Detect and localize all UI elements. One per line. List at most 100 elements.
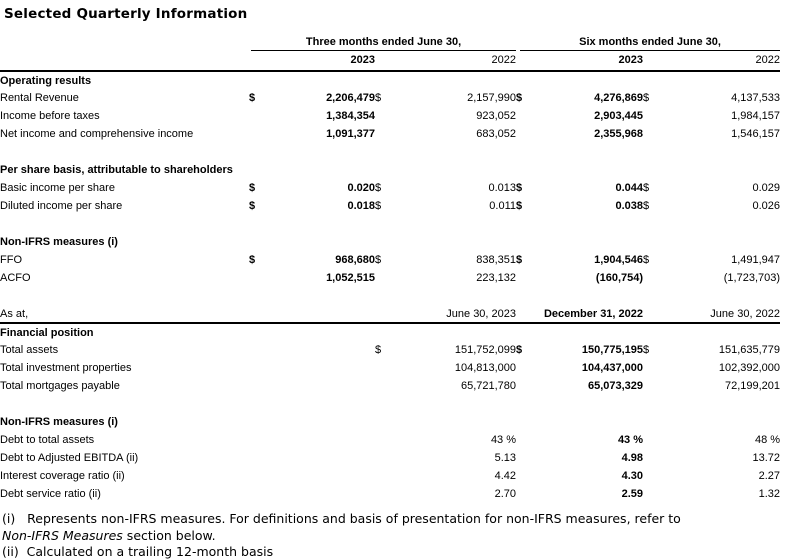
footnote-2: (ii) Calculated on a trailing 12-month b… <box>2 544 274 559</box>
value-6mo-2022: 1,546,157 <box>731 128 781 140</box>
value-3mo-2023: 1,384,354 <box>326 110 375 122</box>
value-december-31-2022: 2.59 <box>621 488 644 500</box>
value-june-30-2022: 48 % <box>754 434 781 446</box>
date-header-june-30-2023: June 30, 2023 <box>399 305 517 324</box>
empty-cell <box>0 51 249 72</box>
value-3mo-2022: 0.013 <box>488 182 517 194</box>
value-6mo-2022: (1,723,703) <box>723 272 781 284</box>
value-june-30-2023: 2.70 <box>494 488 517 500</box>
column-group-header-row: Three months ended June 30, Six months e… <box>0 36 781 51</box>
as-at-header-row: As at, June 30, 2023 December 31, 2022 J… <box>0 305 781 324</box>
currency-sign: $ <box>643 182 650 194</box>
currency-sign: $ <box>516 254 523 266</box>
value-3mo-2023: 0.020 <box>347 182 375 194</box>
section-header-non-ifrs-position: Non-IFRS measures (i) <box>0 416 118 428</box>
value-3mo-2022: 0.011 <box>489 200 517 212</box>
table-row-net-income: Net income and comprehensive income 1,09… <box>0 125 780 143</box>
value-3mo-2022: 838,351 <box>476 254 517 266</box>
spacer-row <box>0 287 780 305</box>
currency-sign: $ <box>375 254 382 266</box>
table-row-diluted-income-per-share: Diluted income per share $ 0.018 $ 0.011… <box>0 197 780 215</box>
currency-sign: $ <box>643 344 650 356</box>
year-header-row: 2023 2022 2023 2022 <box>0 51 781 72</box>
value-december-31-2022: 4.98 <box>621 452 644 464</box>
row-label: Debt service ratio (ii) <box>0 488 101 500</box>
as-at-label: As at, <box>0 305 249 324</box>
section-header-row: Non-IFRS measures (i) <box>0 233 780 251</box>
spacer-row <box>0 215 780 233</box>
value-3mo-2022: 683,052 <box>476 128 517 140</box>
value-3mo-2023: 1,052,515 <box>326 272 375 284</box>
section-header-row: Per share basis, attributable to shareho… <box>0 161 780 179</box>
value-december-31-2022: 104,437,000 <box>581 362 644 374</box>
value-december-31-2022: 4.30 <box>621 470 644 482</box>
table-row-rental-revenue: Rental Revenue $ 2,206,479 $ 2,157,990 $… <box>0 89 780 107</box>
page-title: Selected Quarterly Information <box>4 6 248 22</box>
table-row-income-before-taxes: Income before taxes 1,384,354 923,052 2,… <box>0 107 780 125</box>
value-june-30-2022: 72,199,201 <box>724 380 781 392</box>
row-label: Basic income per share <box>0 182 115 194</box>
currency-sign: $ <box>643 92 650 104</box>
value-6mo-2023: 0.044 <box>615 182 644 194</box>
quarterly-information-table: Three months ended June 30, Six months e… <box>0 36 781 503</box>
year-header-3mo-2023: 2023 <box>265 51 375 72</box>
table-row-basic-income-per-share: Basic income per share $ 0.020 $ 0.013 $… <box>0 179 780 197</box>
value-6mo-2022: 0.029 <box>752 182 781 194</box>
row-label: Debt to Adjusted EBITDA (ii) <box>0 452 139 464</box>
value-june-30-2022: 102,392,000 <box>718 362 781 374</box>
currency-sign: $ <box>375 92 382 104</box>
currency-sign: $ <box>375 344 382 356</box>
value-6mo-2022: 1,984,157 <box>731 110 781 122</box>
value-june-30-2022: 2.27 <box>758 470 781 482</box>
currency-sign: $ <box>375 182 382 194</box>
value-june-30-2023: 151,752,099 <box>454 344 517 356</box>
column-group-three-months: Three months ended June 30, <box>251 36 517 51</box>
value-3mo-2023: 0.018 <box>347 200 375 212</box>
table-row-ffo: FFO $ 968,680 $ 838,351 $ 1,904,546 $ 1,… <box>0 251 780 269</box>
value-3mo-2023: 968,680 <box>335 254 375 266</box>
value-june-30-2023: 5.13 <box>494 452 517 464</box>
footnotes: (i) Represents non-IFRS measures. For de… <box>2 511 801 560</box>
currency-sign: $ <box>516 92 523 104</box>
footnote-1-line-2-rest: section below. <box>122 527 216 543</box>
table-row-total-mortgages-payable: Total mortgages payable 65,721,780 65,07… <box>0 377 780 395</box>
value-6mo-2023: 2,355,968 <box>594 128 644 140</box>
spacer-row <box>0 143 780 161</box>
table-row-total-assets: Total assets $ 151,752,099 $ 150,775,195… <box>0 341 780 359</box>
value-6mo-2022: 0.026 <box>752 200 781 212</box>
row-label: Net income and comprehensive income <box>0 128 194 140</box>
value-3mo-2023: 2,206,479 <box>326 92 375 104</box>
table-row-debt-to-adjusted-ebitda: Debt to Adjusted EBITDA (ii) 5.13 4.98 1… <box>0 449 780 467</box>
value-june-30-2023: 43 % <box>490 434 517 446</box>
value-6mo-2023: 1,904,546 <box>594 254 644 266</box>
value-december-31-2022: 65,073,329 <box>587 380 644 392</box>
value-3mo-2023: 1,091,377 <box>326 128 375 140</box>
table-row-interest-coverage-ratio: Interest coverage ratio (ii) 4.42 4.30 2… <box>0 467 780 485</box>
value-3mo-2022: 2,157,990 <box>467 92 517 104</box>
value-june-30-2023: 65,721,780 <box>460 380 517 392</box>
date-header-june-30-2022: June 30, 2022 <box>665 305 781 324</box>
section-header-row: Non-IFRS measures (i) <box>0 413 780 431</box>
currency-sign: $ <box>516 344 523 356</box>
row-label: Rental Revenue <box>0 92 79 104</box>
year-header-6mo-2023: 2023 <box>530 51 644 72</box>
row-label: Total mortgages payable <box>0 380 120 392</box>
value-6mo-2022: 1,491,947 <box>731 254 781 266</box>
currency-sign: $ <box>643 200 650 212</box>
date-header-december-31-2022: December 31, 2022 <box>530 305 644 324</box>
value-6mo-2022: 4,137,533 <box>731 92 781 104</box>
section-header-per-share: Per share basis, attributable to shareho… <box>0 164 233 176</box>
row-label: Diluted income per share <box>0 200 123 212</box>
value-june-30-2022: 1.32 <box>758 488 781 500</box>
row-label: Total investment properties <box>0 362 132 374</box>
currency-sign: $ <box>249 92 256 104</box>
footnote-1-italic-term: Non-IFRS Measures <box>2 527 123 543</box>
value-3mo-2022: 223,132 <box>476 272 517 284</box>
row-label: ACFO <box>0 272 31 284</box>
value-june-30-2022: 151,635,779 <box>718 344 781 356</box>
value-june-30-2022: 13.72 <box>752 452 781 464</box>
value-6mo-2023: 2,903,445 <box>594 110 644 122</box>
column-group-six-months: Six months ended June 30, <box>520 36 781 51</box>
footnote-1-line-1: (i) Represents non-IFRS measures. For de… <box>2 511 681 526</box>
